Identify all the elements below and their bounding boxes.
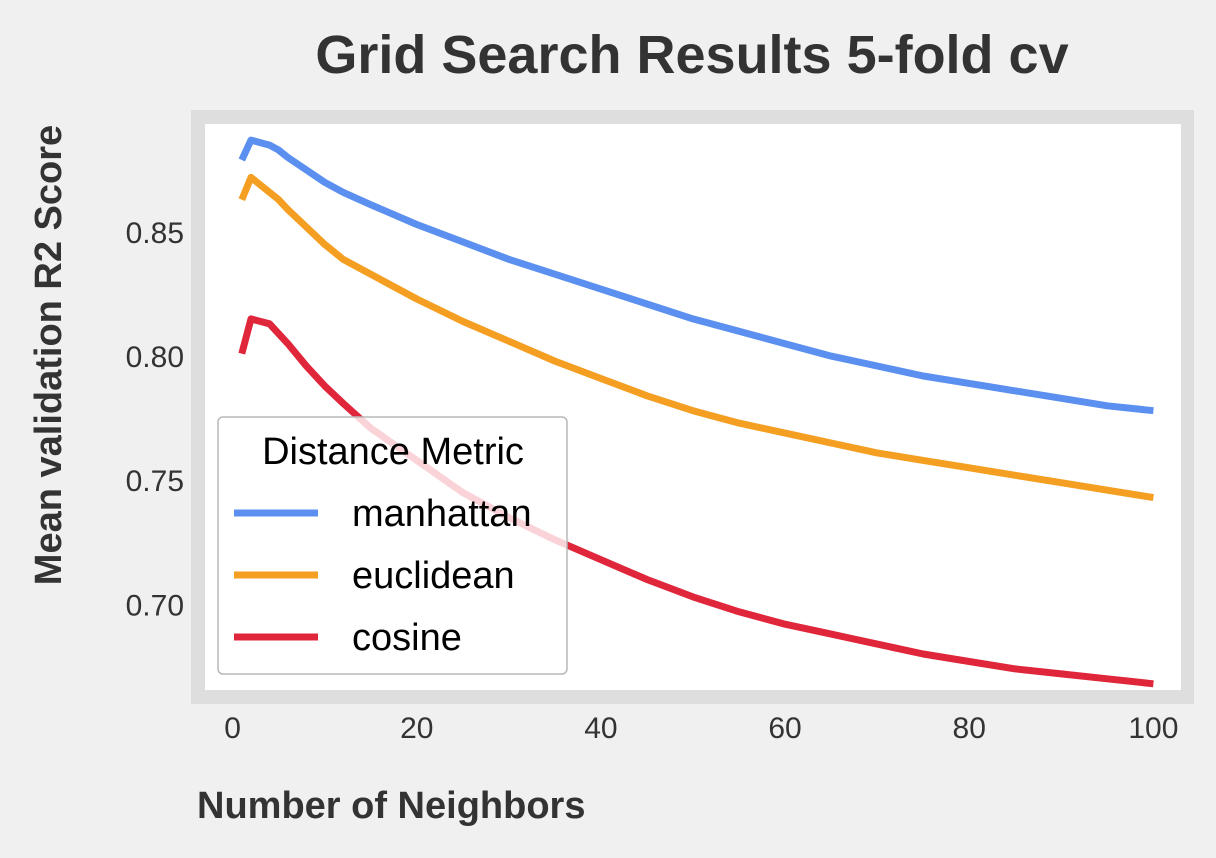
y-tick-label: 0.75 [126, 465, 184, 498]
x-tick-label: 40 [584, 712, 617, 745]
series-line-manhattan [238, 136, 1154, 415]
x-tick-label: 80 [953, 712, 986, 745]
y-tick-label: 0.70 [126, 589, 184, 622]
series-line-euclidean [238, 173, 1154, 502]
x-axis-title: Number of Neighbors [197, 785, 585, 827]
y-ticks: 0.70 0.75 0.80 0.85 [126, 217, 184, 622]
chart-title: Grid Search Results 5-fold cv [315, 25, 1068, 85]
x-tick-label: 0 [224, 712, 241, 745]
x-tick-label: 20 [400, 712, 433, 745]
y-tick-label: 0.85 [126, 217, 184, 250]
legend-label-manhattan: manhattan [352, 493, 532, 535]
legend-box [217, 416, 568, 675]
legend: Distance Metric manhattan euclidean cosine [217, 416, 568, 675]
legend-title: Distance Metric [262, 431, 524, 473]
y-axis-title: Mean validation R2 Score [28, 125, 70, 585]
x-ticks: 0 20 40 60 80 100 [224, 712, 1178, 745]
legend-label-cosine: cosine [352, 617, 462, 659]
legend-label-euclidean: euclidean [352, 555, 515, 597]
y-tick-label: 0.80 [126, 341, 184, 374]
x-tick-label: 60 [768, 712, 801, 745]
x-tick-label: 100 [1128, 712, 1178, 745]
legend-entries: manhattan euclidean cosine [234, 493, 532, 659]
